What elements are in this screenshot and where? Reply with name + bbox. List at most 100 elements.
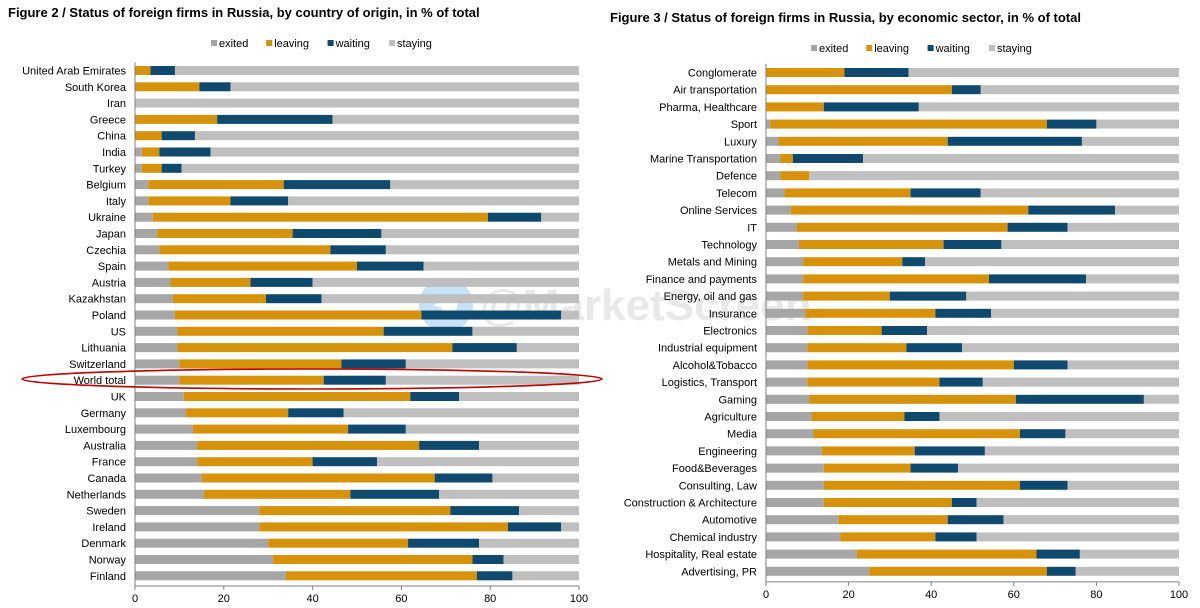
bar-segment-staying-luxembourg [405,424,579,434]
bar-segment-leaving-denmark [268,538,409,548]
bar-segment-staying-marine-transportation [863,154,1179,163]
category-label-technology: Technology [701,240,757,252]
bar-segment-staying-iran [135,98,579,108]
category-label-spain: Spain [98,261,126,273]
category-label-pharma-healthcare: Pharma, Healthcare [659,102,757,114]
bar-segment-waiting-italy [230,196,289,206]
bar-segment-exited-insurance [766,308,806,318]
bar-segment-staying-luxury [1081,136,1179,146]
bar-segment-staying-advertising-pr [1075,566,1179,576]
bar-segment-leaving-italy [148,196,231,206]
category-label-metals-and-mining: Metals and Mining [668,257,757,269]
bar-segment-leaving-food-beverages [823,463,911,473]
bar-segment-leaving-advertising-pr [869,566,1047,576]
bar-segment-staying-chemical-industry [976,532,1179,542]
bar-segment-waiting-ireland [507,522,562,532]
category-label-marine-transportation: Marine Transportation [650,154,757,166]
bar-segment-waiting-ukraine [487,212,542,222]
category-label-luxury: Luxury [724,136,758,148]
bar-segment-waiting-germany [288,408,344,418]
legend-swatch-leaving [266,40,273,46]
category-label-south-korea: South Korea [65,82,127,94]
category-label-norway: Norway [89,555,127,567]
bar-segment-exited-switzerland [135,359,180,369]
category-label-ukraine: Ukraine [88,212,126,224]
category-label-agriculture: Agriculture [704,412,757,424]
bar-segment-leaving-gaming [809,394,1016,404]
bar-segment-staying-turkey [181,163,579,173]
bar-segment-exited-australia [135,440,198,450]
category-label-turkey: Turkey [93,163,127,175]
bar-segment-exited-defence [766,171,781,181]
bar-segment-waiting-united-arab-emirates [150,66,175,75]
category-label-belgium: Belgium [86,180,126,192]
bar-segment-waiting-marine-transportation [792,154,864,163]
bar-segment-leaving-energy-oil-and-gas [803,291,890,301]
category-label-netherlands: Netherlands [67,489,127,501]
bar-segment-leaving-consulting-law [823,480,1020,490]
bar-segment-exited-world-total [135,375,180,385]
bar-segment-staying-japan [381,229,579,238]
figure-2-x-axis: 0 20 40 60 80 100 [132,62,588,605]
bar-segment-leaving-australia [197,440,420,450]
figure-2-bars [135,66,580,581]
bar-segment-waiting-food-beverages [910,463,959,473]
bar-segment-staying-defence [809,171,1179,181]
bar-segment-leaving-us [177,326,384,336]
bar-segment-leaving-marine-transportation [780,154,793,163]
bar-segment-leaving-japan [157,229,293,238]
bar-segment-leaving-electronics [807,326,882,335]
bar-segment-exited-sport [766,119,771,129]
bar-segment-waiting-canada [434,473,493,483]
category-label-italy: Italy [106,196,127,208]
bar-segment-exited-engineering [766,446,822,456]
bar-segment-staying-us [472,326,579,336]
bar-segment-leaving-kazakhstan [172,294,266,304]
bar-segment-staying-media [1065,429,1179,439]
bar-segment-leaving-pharma-healthcare [766,102,824,112]
x-tick-label-60: 60 [1008,589,1020,601]
bar-segment-staying-agriculture [939,412,1179,421]
bar-segment-waiting-france [312,457,377,467]
bar-segment-waiting-sport [1046,119,1097,129]
category-label-switzerland: Switzerland [69,359,126,371]
category-label-conglomerate: Conglomerate [688,68,757,80]
bar-segment-waiting-czechia [330,245,386,255]
x-tick-label-80: 80 [1090,589,1102,601]
bar-segment-leaving-alcohol-tobacco [807,360,1014,370]
bar-segment-staying-united-arab-emirates [174,66,579,75]
category-label-united-arab-emirates: United Arab Emirates [22,66,126,78]
bar-segment-waiting-belgium [283,180,391,190]
category-label-canada: Canada [87,473,126,485]
bar-segment-leaving-ireland [259,522,508,532]
bar-segment-staying-industrial-equipment [962,343,1179,353]
bar-segment-leaving-air-transportation [766,85,952,95]
bar-segment-exited-finance-and-payments [766,274,804,284]
bar-segment-exited-technology [766,240,800,249]
bar-segment-staying-poland [561,310,579,320]
bar-segment-staying-kazakhstan [321,294,579,304]
category-label-alcohol-tobacco: Alcohol&Tobacco [673,360,757,372]
bar-segment-leaving-greece [135,114,218,124]
world-total-highlight-ellipse [21,368,603,390]
legend-swatch-exited [811,45,817,51]
bar-segment-waiting-electronics [881,326,928,335]
bar-segment-waiting-it [1007,222,1068,232]
bar-segment-leaving-logistics-transport [807,377,940,387]
bar-segment-waiting-greece [217,114,333,124]
bar-segment-leaving-spain [168,261,357,271]
bar-segment-leaving-industrial-equipment [807,343,907,353]
bar-segment-exited-uk [135,392,184,401]
bar-segment-waiting-australia [419,440,480,450]
bar-segment-staying-denmark [479,538,579,548]
bar-segment-leaving-technology [799,240,944,249]
bar-segment-waiting-world-total [323,375,386,385]
bar-segment-exited-gaming [766,394,810,404]
bar-segment-exited-ukraine [135,212,153,222]
bar-segment-exited-logistics-transport [766,377,808,387]
category-label-germany: Germany [81,408,127,420]
figure-2-legend: exited leaving waiting staying [211,38,432,50]
bar-segment-waiting-turkey [161,163,182,173]
category-label-luxembourg: Luxembourg [65,424,126,436]
bar-segment-leaving-media [813,429,1020,439]
